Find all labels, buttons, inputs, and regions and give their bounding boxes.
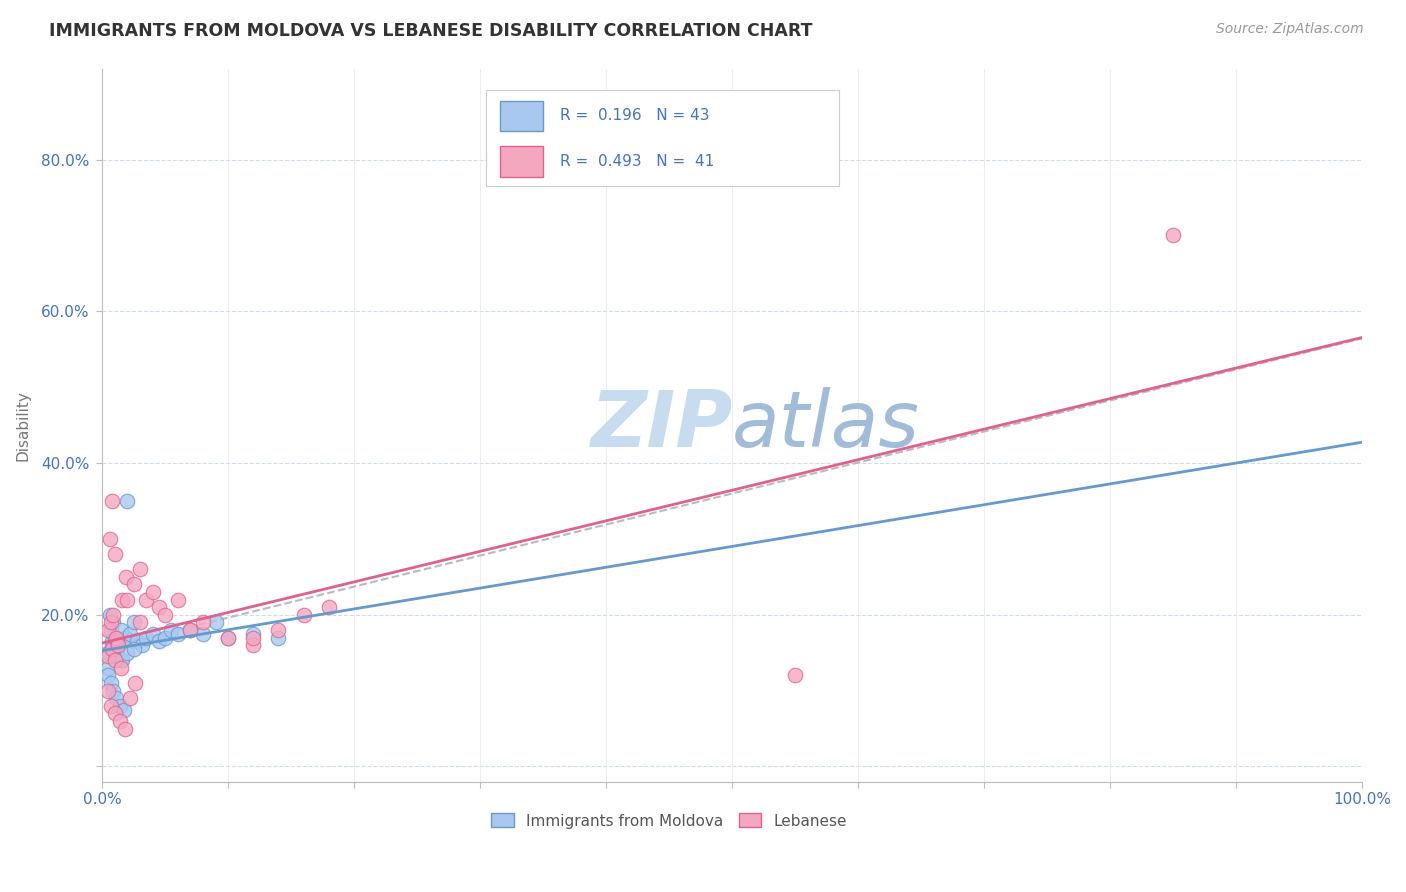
Point [160,623,183,637]
Point [166,592,188,607]
Point [117,494,139,508]
Point [97,668,120,682]
Point [129,615,152,630]
Point [104,649,127,664]
Point [100,698,122,713]
Point [104,653,127,667]
Point [100,623,122,637]
Point [267,623,290,637]
Point [97,646,120,660]
Point [104,631,127,645]
Point [97,661,120,675]
Point [191,615,214,630]
Point [204,615,226,630]
Point [131,638,153,652]
Point [153,607,176,622]
Point [100,615,122,630]
Point [122,577,145,591]
Point [108,714,131,728]
Point [148,634,170,648]
Point [97,649,120,664]
Point [148,600,170,615]
Point [129,562,152,576]
Point [217,631,239,645]
Point [103,607,125,622]
Point [104,631,127,645]
Point [115,631,138,645]
Point [111,592,134,607]
Point [127,634,149,648]
Point [141,626,163,640]
Point [783,668,806,682]
Point [103,683,125,698]
Point [122,641,145,656]
Point [115,570,138,584]
Point [101,634,124,648]
Point [114,631,136,645]
Point [110,653,132,667]
Point [242,626,264,640]
Point [118,691,141,706]
Text: ZIP: ZIP [589,387,733,463]
Point [117,592,139,607]
Point [105,641,128,656]
Y-axis label: Disability: Disability [15,390,30,460]
Point [101,494,124,508]
Point [103,615,125,630]
Point [122,615,145,630]
Point [141,585,163,599]
Point [97,683,120,698]
Point [179,623,201,637]
Point [242,631,264,645]
Point [118,626,141,640]
Point [110,661,132,675]
Point [135,631,157,645]
Text: IMMIGRANTS FROM MOLDOVA VS LEBANESE DISABILITY CORRELATION CHART: IMMIGRANTS FROM MOLDOVA VS LEBANESE DISA… [49,22,813,40]
Point [104,547,127,561]
Point [1161,228,1184,243]
Point [318,600,340,615]
Point [108,698,131,713]
Point [98,532,121,546]
Point [105,638,128,652]
Point [97,623,120,637]
Text: atlas: atlas [733,387,920,463]
Point [135,592,157,607]
Point [107,638,129,652]
Point [153,631,176,645]
Point [104,646,127,660]
Point [166,626,188,640]
Point [107,638,129,652]
Point [101,641,124,656]
Point [112,702,135,716]
Point [104,706,127,721]
Point [104,691,127,706]
Point [191,626,214,640]
Point [114,722,136,736]
Point [124,676,146,690]
Text: Source: ZipAtlas.com: Source: ZipAtlas.com [1216,22,1364,37]
Point [179,623,201,637]
Point [105,634,128,648]
Point [100,676,122,690]
Legend: Immigrants from Moldova, Lebanese: Immigrants from Moldova, Lebanese [485,807,853,835]
Point [111,653,134,667]
Point [267,631,290,645]
Point [117,646,139,660]
Point [217,631,239,645]
Point [242,638,264,652]
Point [292,607,315,622]
Point [110,623,132,637]
Point [101,638,124,652]
Point [98,607,121,622]
